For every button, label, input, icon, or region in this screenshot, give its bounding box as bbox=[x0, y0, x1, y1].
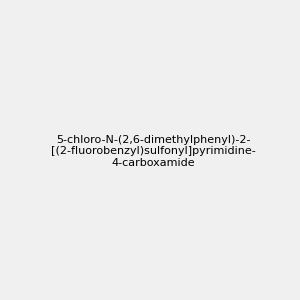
Text: 5-chloro-N-(2,6-dimethylphenyl)-2-
[(2-fluorobenzyl)sulfonyl]pyrimidine-
4-carbo: 5-chloro-N-(2,6-dimethylphenyl)-2- [(2-f… bbox=[51, 135, 256, 168]
